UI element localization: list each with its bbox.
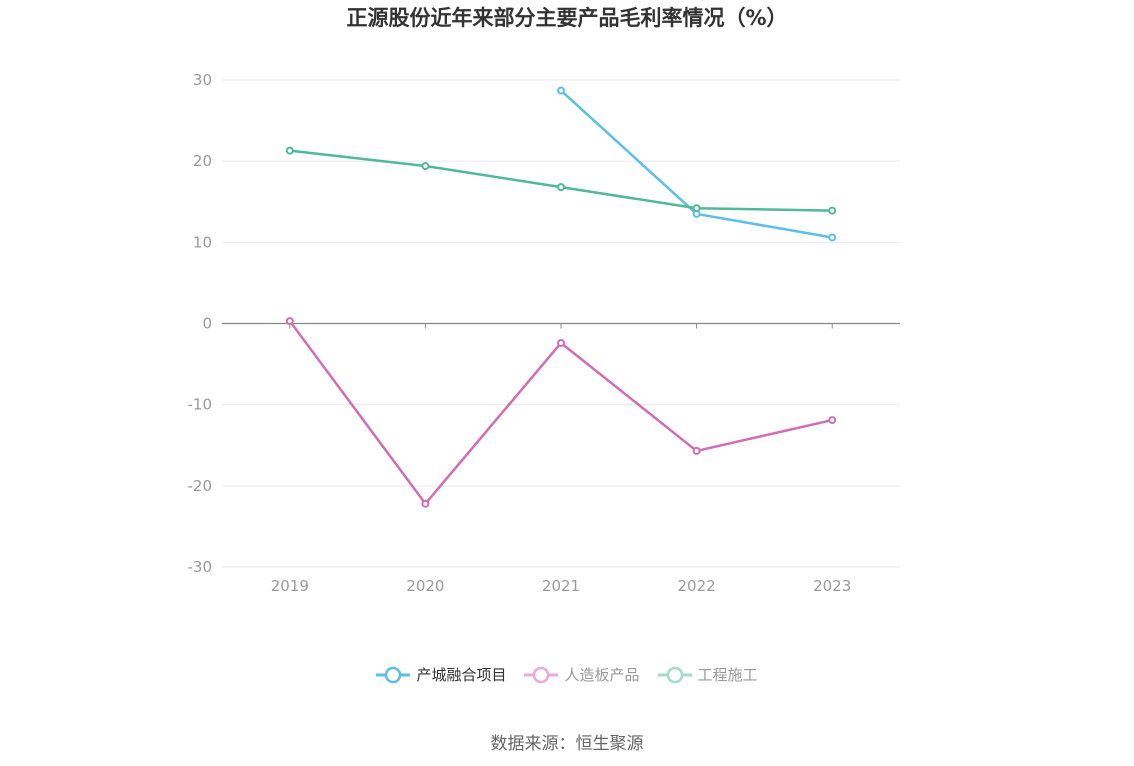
data-point: [421, 499, 430, 508]
legend: 产城融合项目 人造板产品 工程施工: [0, 664, 1134, 685]
legend-label: 产城融合项目: [416, 666, 507, 684]
y-tick-label: -10: [188, 396, 213, 414]
x-tick-label: 2021: [542, 577, 580, 595]
y-axis: 30 20 10 0 -10 -20 -30: [188, 71, 213, 576]
x-tick-label: 2019: [271, 577, 309, 595]
series-3: [285, 146, 837, 215]
data-point: [828, 206, 837, 215]
y-tick-label: 10: [193, 233, 212, 251]
x-tick-label: 2022: [678, 577, 716, 595]
data-point: [692, 204, 701, 213]
grid-lines: [222, 79, 900, 568]
legend-label: 人造板产品: [564, 666, 640, 684]
series-line: [288, 320, 833, 505]
x-axis: 2019 2020 2021 2022 2023: [222, 322, 900, 595]
data-point: [557, 86, 565, 95]
data-point: [285, 146, 294, 155]
data-point: [285, 317, 294, 326]
data-point: [828, 416, 837, 425]
line-chart: 30 20 10 0 -10 -20 -30 2019 2020 2021 2022 2023: [188, 71, 900, 595]
legend-marker-icon: [376, 666, 411, 683]
legend-label: 工程施工: [697, 666, 758, 684]
data-point: [557, 338, 565, 347]
series-line: [289, 149, 833, 212]
series-2: [285, 317, 837, 508]
legend-item[interactable]: 产城融合项目: [376, 664, 506, 685]
legend-item[interactable]: 工程施工: [657, 664, 758, 685]
series-group: [285, 86, 837, 508]
legend-marker-icon: [657, 666, 692, 683]
y-tick-label: 0: [202, 315, 212, 333]
data-point: [692, 446, 701, 455]
y-tick-label: -20: [188, 477, 213, 495]
legend-item[interactable]: 人造板产品: [524, 664, 640, 685]
source-note: 数据来源：恒生聚源: [490, 734, 644, 754]
y-tick-label: -30: [188, 558, 213, 576]
y-tick-label: 20: [193, 152, 212, 170]
data-point: [828, 233, 837, 242]
chart-title: 正源股份近年来部分主要产品毛利率情况（%）: [346, 6, 788, 30]
data-point: [421, 162, 430, 171]
series-1: [557, 86, 837, 242]
legend-marker-icon: [524, 666, 559, 683]
data-point: [557, 183, 565, 192]
x-tick-label: 2023: [813, 577, 851, 595]
y-tick-label: 30: [193, 71, 212, 89]
x-tick-label: 2020: [406, 577, 444, 595]
